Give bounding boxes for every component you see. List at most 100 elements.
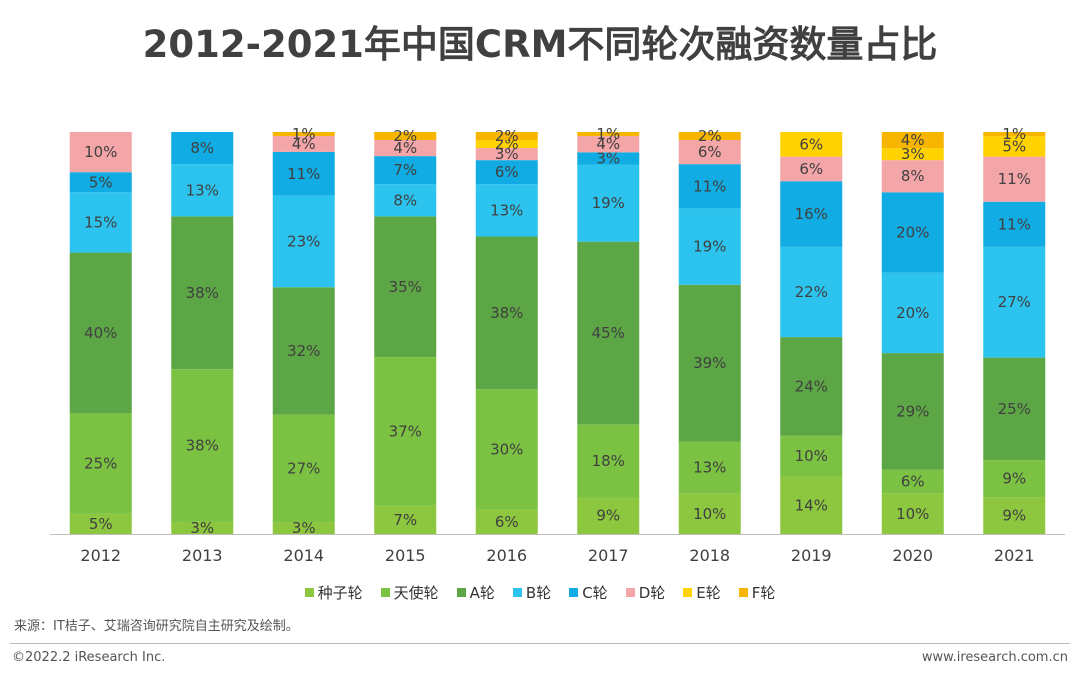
data-label: 11% xyxy=(287,165,320,183)
bar-segment xyxy=(272,414,335,523)
bar-segment xyxy=(374,216,437,358)
data-label: 1% xyxy=(596,125,620,143)
bar-segment xyxy=(475,160,538,185)
data-label: 25% xyxy=(84,455,117,473)
bar-segment xyxy=(577,152,640,165)
bar-segment xyxy=(374,357,437,506)
data-label: 20% xyxy=(896,224,929,242)
bar-segment xyxy=(577,132,640,137)
data-label: 30% xyxy=(490,441,523,459)
stacked-bar-chart: 5%25%40%15%5%10%20123%38%38%13%8%20133%2… xyxy=(50,125,1065,565)
bar-segment xyxy=(780,435,843,477)
legend-label: D轮 xyxy=(638,584,666,602)
x-tick-label: 2015 xyxy=(385,546,426,565)
legend-swatch xyxy=(380,588,390,597)
bar-segment xyxy=(171,164,234,217)
data-label: 27% xyxy=(998,293,1031,311)
x-tick-label: 2013 xyxy=(182,546,223,565)
data-label: 13% xyxy=(490,201,523,219)
data-label: 18% xyxy=(592,452,625,470)
data-label: 10% xyxy=(896,505,929,523)
data-label: 6% xyxy=(698,143,722,161)
bar-segment xyxy=(171,132,234,165)
data-label: 4% xyxy=(393,139,417,157)
bar-segment xyxy=(69,413,132,514)
legend-label: A轮 xyxy=(469,584,495,602)
bar-segment xyxy=(171,216,234,370)
chart-legend: 种子轮 天使轮 A轮 B轮 C轮 D轮 E轮 F轮 xyxy=(0,582,1080,603)
legend-item: E轮 xyxy=(683,582,721,603)
legend-swatch xyxy=(456,588,466,597)
legend-item: D轮 xyxy=(625,582,666,603)
bar-segment xyxy=(69,192,132,253)
bar-segment xyxy=(881,469,944,494)
legend-swatch xyxy=(569,588,579,597)
data-label: 8% xyxy=(190,139,214,157)
data-label: 38% xyxy=(490,304,523,322)
bar-segment xyxy=(780,181,843,247)
bar-segment xyxy=(272,522,335,534)
data-label: 39% xyxy=(693,354,726,372)
data-label: 9% xyxy=(596,507,620,525)
data-label: 5% xyxy=(89,515,113,533)
bar-segment xyxy=(678,140,741,165)
legend-label: C轮 xyxy=(582,584,608,602)
data-label: 11% xyxy=(693,177,726,195)
x-tick-label: 2019 xyxy=(791,546,832,565)
data-label: 4% xyxy=(901,131,925,149)
bar-segment xyxy=(678,164,741,209)
data-label: 6% xyxy=(495,163,519,181)
bar-segment xyxy=(374,132,437,141)
bar-segment xyxy=(678,284,741,442)
data-label: 8% xyxy=(901,167,925,185)
x-tick-label: 2018 xyxy=(689,546,730,565)
legend-item: A轮 xyxy=(456,582,495,603)
bar-segment xyxy=(983,201,1046,247)
x-tick-label: 2016 xyxy=(486,546,527,565)
data-label: 2% xyxy=(393,127,417,145)
bar-segment xyxy=(171,369,234,522)
bar-segment xyxy=(983,497,1046,534)
data-label: 37% xyxy=(389,422,422,440)
legend-swatch xyxy=(512,588,522,597)
bar-segment xyxy=(780,246,843,338)
bar-segment xyxy=(577,424,640,498)
data-label: 14% xyxy=(795,496,828,514)
bar-segment xyxy=(678,441,741,494)
bar-segment xyxy=(69,513,132,534)
data-label: 2% xyxy=(698,127,722,145)
data-label: 13% xyxy=(693,459,726,477)
data-label: 3% xyxy=(495,145,519,163)
data-label: 6% xyxy=(799,160,823,178)
data-label: 11% xyxy=(998,170,1031,188)
bar-segment xyxy=(881,353,944,470)
bar-segment xyxy=(780,337,843,436)
bar-segment xyxy=(881,132,944,149)
bar-segment xyxy=(475,140,538,149)
source-note: 来源：IT桔子、艾瑞咨询研究院自主研究及绘制。 xyxy=(14,619,299,634)
footer-divider xyxy=(10,643,1070,644)
data-label: 4% xyxy=(596,135,620,153)
x-tick-label: 2020 xyxy=(892,546,933,565)
bar-segment xyxy=(475,184,538,237)
bar-segment xyxy=(69,132,132,173)
bar-segment xyxy=(475,389,538,510)
data-label: 10% xyxy=(795,447,828,465)
data-label: 6% xyxy=(901,473,925,491)
data-label: 5% xyxy=(1002,137,1026,155)
bar-segment xyxy=(374,505,437,534)
bar-segment xyxy=(272,287,335,415)
bar-segment xyxy=(780,476,843,534)
data-label: 19% xyxy=(693,238,726,256)
data-label: 3% xyxy=(190,519,214,537)
legend-item: B轮 xyxy=(512,582,551,603)
bar-segment xyxy=(881,493,944,534)
bar-segment xyxy=(983,132,1046,137)
bar-segment xyxy=(69,252,132,414)
data-label: 45% xyxy=(592,324,625,342)
data-label: 6% xyxy=(495,513,519,531)
data-label: 2% xyxy=(495,127,519,145)
bar-segment xyxy=(577,497,640,534)
data-label: 38% xyxy=(186,437,219,455)
x-tick-label: 2014 xyxy=(283,546,324,565)
